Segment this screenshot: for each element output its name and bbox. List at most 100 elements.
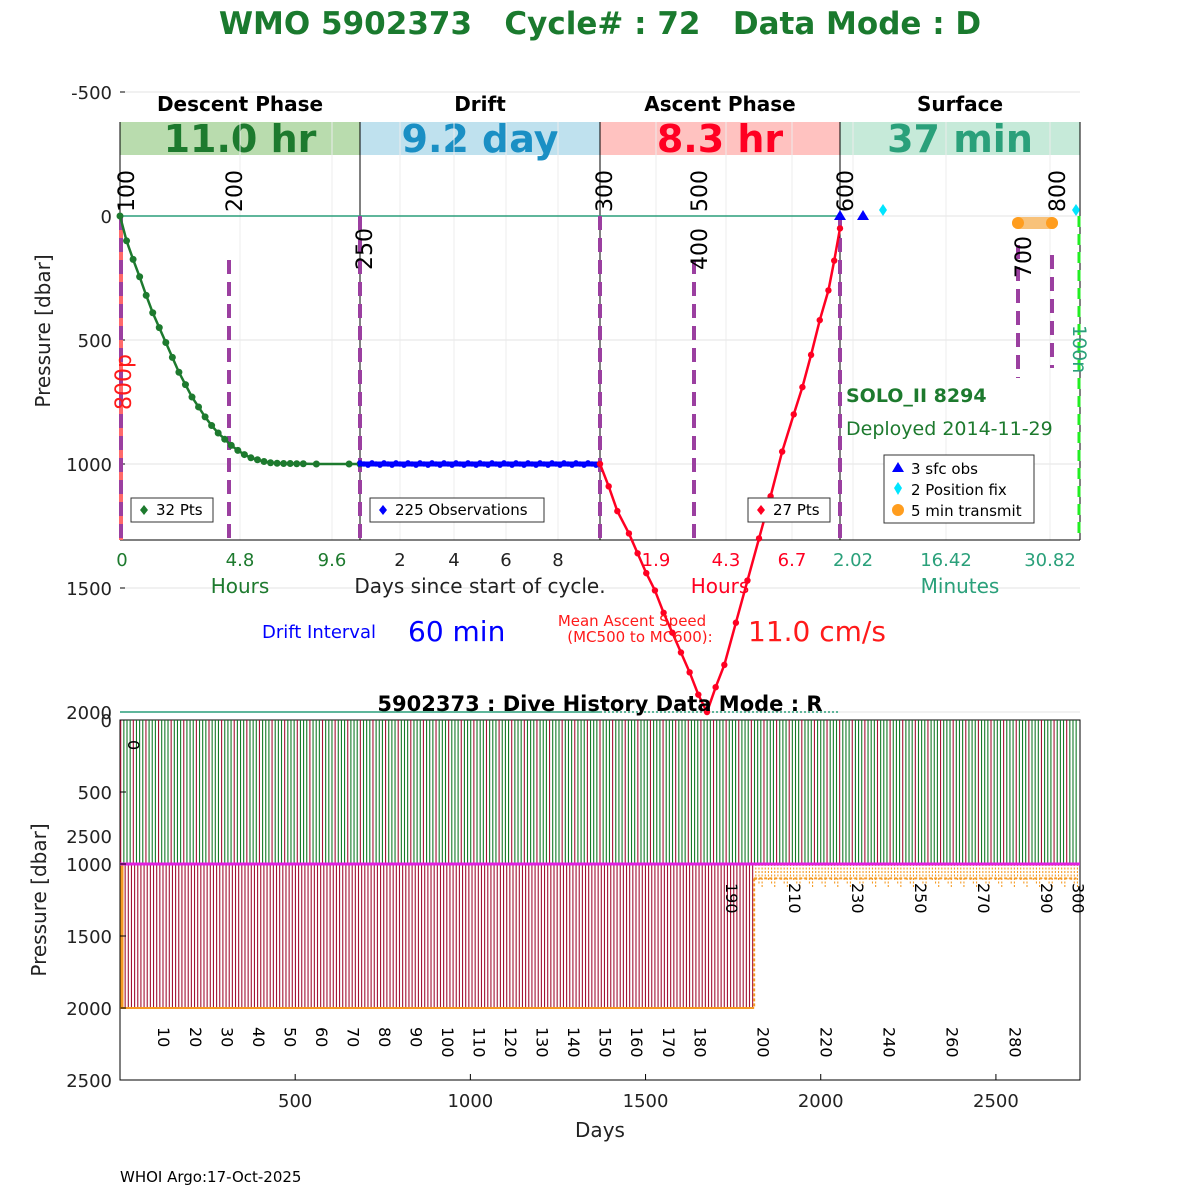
history-x-tick-label: 1500 <box>623 1091 669 1112</box>
ascent-legend-marker <box>757 505 765 515</box>
x-tick-label: 9.6 <box>318 550 347 571</box>
x-tick-label: 1.9 <box>642 550 671 571</box>
ascent-speed-value: 11.0 cm/s <box>748 615 886 648</box>
cycle-label: 90 <box>406 1027 425 1047</box>
ascent-point <box>660 609 667 616</box>
history-x-tick-label: 2000 <box>798 1091 844 1112</box>
history-x-axis-label: Days <box>575 1118 625 1142</box>
descent-point <box>273 459 281 467</box>
cycle-label: 60 <box>312 1027 331 1047</box>
descent-point <box>345 460 353 468</box>
cycle-label: 180 <box>690 1027 709 1058</box>
cycle-label: 250 <box>911 883 930 914</box>
measurement-code-label: 400 <box>688 228 713 270</box>
ascent-speed-label-1: Mean Ascent Speed <box>558 612 706 630</box>
x-tick-label: 30.82 <box>1024 550 1076 571</box>
left-side-label: 800p <box>112 354 137 410</box>
x-tick-label: 6 <box>500 550 511 571</box>
measurement-code-label: 250 <box>353 228 378 270</box>
float-deployed: Deployed 2014-11-29 <box>846 418 1053 440</box>
transmit-marker <box>1012 217 1024 229</box>
descent-point <box>260 458 268 466</box>
ascent-point <box>790 411 797 418</box>
descent-point <box>136 273 144 281</box>
cycle-label: 10 <box>154 1027 173 1047</box>
ascent-point <box>732 619 740 626</box>
descent-point <box>299 460 307 468</box>
surface-legend-obs-marker <box>892 462 904 472</box>
x-tick-label: 0 <box>116 550 127 571</box>
descent-point <box>123 237 131 245</box>
surface-legend-box <box>883 454 1035 524</box>
drift-point <box>401 462 407 468</box>
drift-point <box>509 462 515 468</box>
y-tick-label: 1500 <box>66 579 112 600</box>
drift-point <box>533 462 539 468</box>
history-y-axis-label: Pressure [dbar] <box>27 823 51 976</box>
y-axis-label: Pressure [dbar] <box>31 254 55 407</box>
cycle-label: 200 <box>753 1027 772 1058</box>
position-fix-marker <box>879 204 887 216</box>
x-tick-label: 2 <box>394 550 405 571</box>
descent-point <box>247 454 255 462</box>
x-tick-label: 4.3 <box>712 550 741 571</box>
ascent-point <box>744 577 751 584</box>
measurement-code-label: 600 <box>834 170 859 212</box>
ascent-point <box>831 257 838 264</box>
drift-point <box>581 462 587 468</box>
cycle-label: 170 <box>659 1027 678 1058</box>
drift-point <box>389 462 395 468</box>
y-tick-label: 2000 <box>66 703 112 724</box>
ascent-point <box>596 460 604 468</box>
phase-duration-2: 8.3 hr <box>657 117 784 161</box>
phase-name-0: Descent Phase <box>157 92 323 116</box>
ascent-point <box>778 448 786 455</box>
x-tick-label: 8 <box>552 550 563 571</box>
ascent-legend-label: 27 Pts <box>773 501 820 519</box>
cycle-label: 20 <box>186 1027 205 1047</box>
phase-band-2 <box>600 122 840 155</box>
descent-point <box>168 353 176 361</box>
cycle-label: 290 <box>1037 883 1056 914</box>
x-axis-label-3: Minutes <box>921 574 1000 598</box>
y-tick-label: -500 <box>71 83 112 104</box>
measurement-code-label: 800 <box>1046 170 1071 212</box>
descent-point <box>149 309 157 317</box>
descent-point <box>253 456 261 464</box>
surface-obs-marker <box>834 210 846 220</box>
descent-point <box>293 460 301 468</box>
x-axis-label-0: Hours <box>211 574 270 598</box>
ascent-point <box>695 691 702 698</box>
descent-legend-marker <box>140 505 148 515</box>
descent-point <box>280 460 288 468</box>
descent-point <box>155 324 163 332</box>
cycle-label: 30 <box>217 1027 236 1047</box>
surface-legend-fix: 2 Position fix <box>911 481 1007 499</box>
drift-point <box>425 462 431 468</box>
cycle-label: 230 <box>848 883 867 914</box>
history-x-tick-label: 1000 <box>447 1091 493 1112</box>
cycle-label: 300 <box>1069 883 1088 914</box>
cycle-label: 280 <box>1006 1027 1025 1058</box>
cycle-label: 190 <box>722 883 741 914</box>
drift-legend-label: 225 Observations <box>395 501 528 519</box>
descent-point <box>142 291 150 299</box>
descent-point <box>129 255 137 263</box>
drift-point <box>449 462 455 468</box>
x-axis-label-1: Days since start of cycle. <box>354 574 605 598</box>
drift-point <box>485 462 491 468</box>
right-side-label: 100n <box>1068 325 1090 373</box>
position-fix-marker <box>1072 204 1080 216</box>
history-y-tick-label: 1500 <box>66 927 112 948</box>
ascent-point <box>651 587 659 594</box>
history-y-tick-label: 2500 <box>66 1071 112 1092</box>
measurement-code-label: 700 <box>1012 236 1037 278</box>
phase-band-3 <box>840 122 1080 155</box>
cycle-label: 40 <box>249 1027 268 1047</box>
descent-point <box>181 381 189 389</box>
drift-point <box>473 462 479 468</box>
x-tick-label: 4 <box>448 550 459 571</box>
cycle-label: 110 <box>470 1027 489 1058</box>
y-tick-label: 500 <box>78 331 112 352</box>
